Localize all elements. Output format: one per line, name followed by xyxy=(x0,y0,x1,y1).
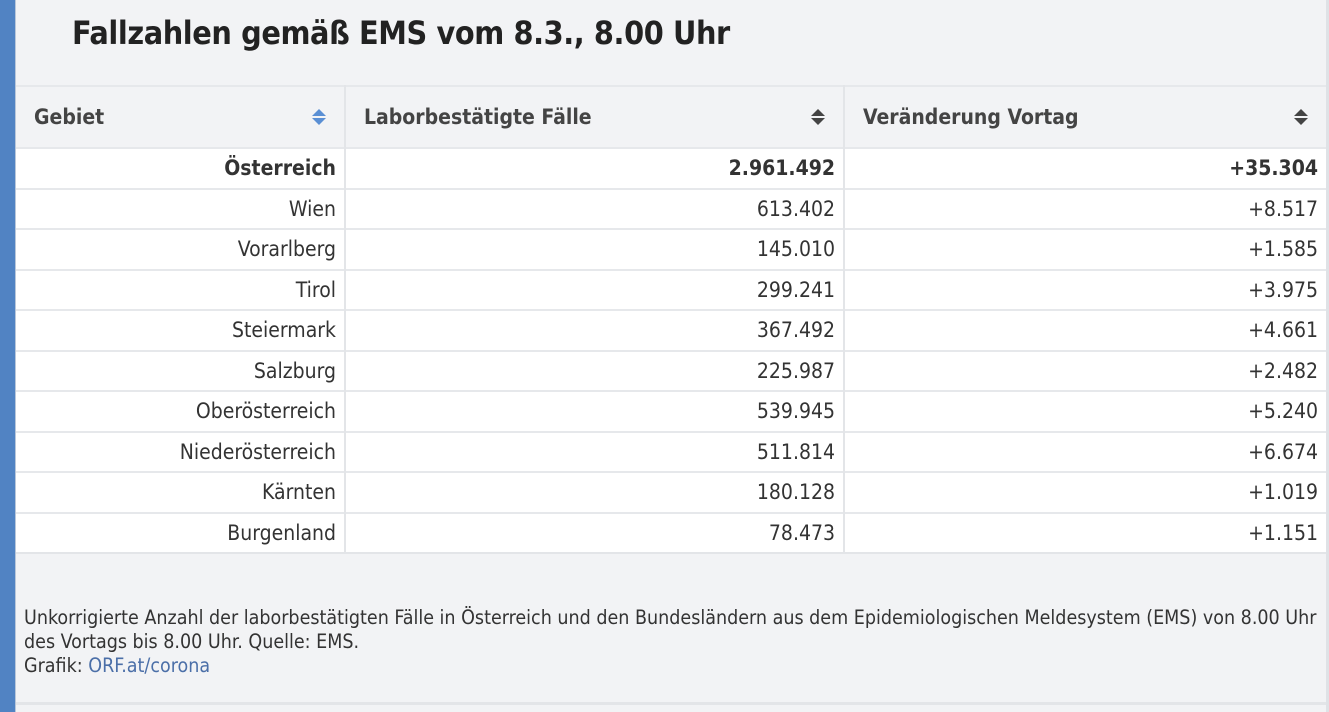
cell-region: Oberösterreich xyxy=(16,390,346,432)
cell-change: +35.304 xyxy=(844,147,1326,189)
cell-change: +3.975 xyxy=(844,268,1326,310)
cell-change: +2.482 xyxy=(844,349,1326,391)
table-header-row: Gebiet Laborbestätigte Fälle xyxy=(16,85,1326,148)
table-row: Burgenland 78.473 +1.151 xyxy=(16,511,1326,554)
cell-change: +4.661 xyxy=(844,309,1326,351)
sort-icon[interactable] xyxy=(811,109,825,125)
cell-region: Tirol xyxy=(16,268,346,310)
cell-region: Vorarlberg xyxy=(16,228,346,270)
table-row: Oberösterreich 539.945 +5.240 xyxy=(16,390,1326,432)
cases-table: Gebiet Laborbestätigte Fälle xyxy=(16,85,1326,554)
left-accent-bar xyxy=(0,0,15,712)
table-row-total: Österreich 2.961.492 +35.304 xyxy=(16,147,1326,189)
footer-credit-label: Grafik: xyxy=(24,654,89,677)
bottom-divider xyxy=(16,702,1326,705)
footer-credit-link[interactable]: ORF.at/corona xyxy=(88,654,211,677)
column-header-gebiet[interactable]: Gebiet xyxy=(16,85,346,148)
cell-change: +8.517 xyxy=(844,187,1326,229)
cell-change: +5.240 xyxy=(844,390,1326,432)
table-row: Steiermark 367.492 +4.661 xyxy=(16,309,1326,351)
cell-cases: 299.241 xyxy=(345,268,845,310)
cell-cases: 2.961.492 xyxy=(345,147,845,189)
cell-cases: 367.492 xyxy=(345,309,845,351)
cell-region: Steiermark xyxy=(16,309,346,351)
footer-note: Unkorrigierte Anzahl der laborbestätigte… xyxy=(24,606,1319,678)
cell-region: Österreich xyxy=(16,147,346,189)
cell-region: Wien xyxy=(16,187,346,229)
column-header-label: Gebiet xyxy=(34,105,105,129)
right-scroll-edge xyxy=(1326,0,1329,712)
cell-cases: 511.814 xyxy=(345,430,845,472)
sort-icon[interactable] xyxy=(312,109,326,125)
cell-cases: 180.128 xyxy=(345,471,845,513)
cell-change: +1.151 xyxy=(844,511,1326,554)
table-body: Österreich 2.961.492 +35.304 Wien 613.40… xyxy=(16,147,1326,554)
table-row: Wien 613.402 +8.517 xyxy=(16,187,1326,229)
table-row: Tirol 299.241 +3.975 xyxy=(16,268,1326,310)
column-header-faelle[interactable]: Laborbestätigte Fälle xyxy=(345,85,845,148)
cell-region: Kärnten xyxy=(16,471,346,513)
table-row: Kärnten 180.128 +1.019 xyxy=(16,471,1326,513)
cell-change: +1.019 xyxy=(844,471,1326,513)
cell-region: Burgenland xyxy=(16,511,346,554)
cell-change: +1.585 xyxy=(844,228,1326,270)
page-title: Fallzahlen gemäß EMS vom 8.3., 8.00 Uhr xyxy=(72,14,730,52)
cell-cases: 78.473 xyxy=(345,511,845,554)
cell-cases: 613.402 xyxy=(345,187,845,229)
table-row: Salzburg 225.987 +2.482 xyxy=(16,349,1326,391)
column-header-label: Veränderung Vortag xyxy=(863,105,1079,129)
table-row: Vorarlberg 145.010 +1.585 xyxy=(16,228,1326,270)
table-row: Niederösterreich 511.814 +6.674 xyxy=(16,430,1326,472)
sort-icon[interactable] xyxy=(1294,109,1308,125)
column-header-label: Laborbestätigte Fälle xyxy=(364,105,592,129)
cell-region: Salzburg xyxy=(16,349,346,391)
left-bar-edge xyxy=(15,0,16,712)
cell-cases: 225.987 xyxy=(345,349,845,391)
cell-cases: 145.010 xyxy=(345,228,845,270)
cell-change: +6.674 xyxy=(844,430,1326,472)
cell-region: Niederösterreich xyxy=(16,430,346,472)
column-header-veraenderung[interactable]: Veränderung Vortag xyxy=(844,85,1326,148)
cell-cases: 539.945 xyxy=(345,390,845,432)
footer-note-text: Unkorrigierte Anzahl der laborbestätigte… xyxy=(24,606,1317,653)
